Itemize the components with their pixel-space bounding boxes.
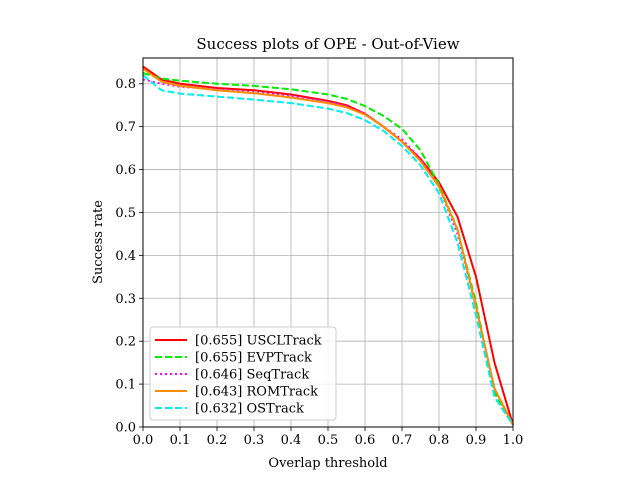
x-tick-label: 0.4	[281, 433, 302, 448]
series-line-3	[142, 67, 514, 426]
y-tick-label: 0.1	[115, 378, 136, 393]
y-axis-ticks: 0.0 0.1 0.2 0.3 0.4 0.5 0.6 0.7 0.8	[115, 77, 143, 436]
x-tick-label: 0.5	[318, 433, 339, 448]
legend-label-2: [0.646] SeqTrack	[195, 368, 309, 383]
x-tick-label: 0.9	[466, 433, 487, 448]
y-axis-label: Success rate	[91, 200, 106, 284]
x-tick-label: 0.7	[392, 433, 413, 448]
legend-label-3: [0.643] ROMTrack	[195, 385, 318, 400]
y-tick-label: 0.6	[115, 163, 136, 178]
legend-label-0: [0.655] USCLTrack	[195, 334, 322, 349]
y-tick-label: 0.0	[115, 421, 136, 436]
x-axis-ticks: 0.0 0.1 0.2 0.3 0.4 0.5 0.6 0.7 0.8 0.9 1.0	[133, 427, 524, 448]
x-tick-label: 0.6	[355, 433, 376, 448]
y-tick-label: 0.3	[115, 292, 136, 307]
legend-label-1: [0.655] EVPTrack	[195, 351, 312, 366]
legend-box	[149, 326, 337, 421]
legend: [0.655] USCLTrack [0.655] EVPTrack [0.646]…	[149, 326, 337, 421]
y-tick-label: 0.4	[115, 249, 136, 264]
y-tick-label: 0.8	[115, 77, 136, 92]
series-lines	[142, 65, 514, 426]
legend-label-4: [0.632] OSTrack	[195, 402, 304, 417]
y-tick-label: 0.7	[115, 120, 136, 135]
y-tick-label: 0.5	[115, 206, 136, 221]
series-line-4	[142, 74, 514, 426]
x-tick-label: 0.8	[429, 433, 450, 448]
x-tick-label: 0.1	[170, 433, 191, 448]
x-tick-label: 0.0	[133, 433, 154, 448]
chart-title: Success plots of OPE - Out-of-View	[196, 35, 459, 53]
x-tick-label: 1.0	[503, 433, 524, 448]
x-tick-label: 0.2	[207, 433, 228, 448]
y-tick-label: 0.2	[115, 335, 136, 350]
x-tick-label: 0.3	[244, 433, 265, 448]
x-axis-label: Overlap threshold	[268, 456, 387, 471]
